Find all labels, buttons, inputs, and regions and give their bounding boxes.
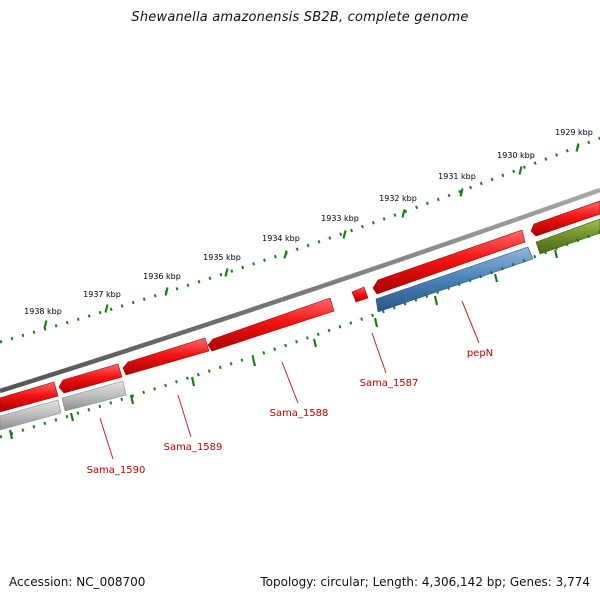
gene-pepN (375, 246, 534, 313)
major-tick-1937 (104, 304, 109, 313)
inner-tick-ring (0, 230, 600, 440)
leader-line-sama-1590 (99, 417, 114, 460)
major-tick-1934 (283, 250, 288, 259)
major-tick-1933 (342, 230, 347, 239)
inner-major-tick-9 (493, 273, 499, 283)
gene-sama-1590 (58, 363, 123, 394)
forward-strand-genes (0, 200, 600, 413)
major-tick-1938 (43, 320, 48, 329)
inner-major-tick-1 (8, 429, 14, 440)
reverse-strand-genes (0, 218, 600, 431)
leader-lines (99, 300, 480, 460)
gene-right-edge-forward (530, 200, 600, 237)
inner-major-tick-3 (129, 394, 135, 405)
major-tick-1932 (401, 209, 406, 218)
tick-label-1932: 1932 kbp (379, 194, 417, 203)
accession-text: Accession: NC_008700 (9, 575, 146, 589)
gene-labels: pepN Sama_1587 Sama_1588 Sama_1589 Sama_… (87, 348, 494, 476)
gene-label-sama-1587: Sama_1587 (360, 378, 419, 389)
major-tick-1936 (164, 287, 169, 296)
tick-label-1931: 1931 kbp (438, 172, 476, 181)
inner-major-ticks (8, 249, 559, 440)
outer-minor-ticks (0, 136, 600, 344)
inner-major-tick-7 (373, 317, 379, 328)
tick-labels: 1929 kbp 1930 kbp 1931 kbp 1932 kbp 1933… (24, 128, 593, 316)
genome-backbone (0, 187, 600, 394)
tick-label-1938: 1938 kbp (24, 307, 62, 316)
gene-sama-1588 (207, 297, 335, 352)
leader-line-sama-1588 (281, 361, 299, 404)
tick-label-1930: 1930 kbp (497, 151, 535, 160)
leader-line-sama-1589 (177, 394, 192, 438)
tick-label-1933: 1933 kbp (321, 214, 359, 223)
major-tick-1931 (459, 188, 464, 197)
gene-sama-1587 (351, 286, 369, 303)
outer-major-ticks (43, 143, 580, 329)
tick-label-1929: 1929 kbp (555, 128, 593, 137)
inner-major-tick-10 (553, 249, 559, 259)
inner-major-tick-5 (251, 357, 257, 367)
inner-major-tick-8 (433, 295, 439, 306)
gene-left-edge-forward (0, 381, 59, 413)
genome-info-text: Topology: circular; Length: 4,306,142 bp… (260, 575, 590, 589)
inner-major-tick-6 (312, 338, 318, 348)
inner-major-tick-4 (190, 376, 196, 387)
gene-grey-left (0, 399, 62, 431)
gene-label-sama-1590: Sama_1590 (87, 465, 146, 476)
gene-grey-right (61, 380, 127, 412)
gene-label-sama-1589: Sama_1589 (164, 442, 223, 453)
inner-minor-ticks (0, 230, 600, 439)
tick-label-1934: 1934 kbp (262, 234, 300, 243)
major-tick-1935 (224, 268, 229, 277)
map-title: Shewanella amazonensis SB2B, complete ge… (131, 10, 469, 25)
tick-label-1935: 1935 kbp (203, 253, 241, 262)
leader-line-pepN (461, 300, 480, 344)
leader-line-sama-1587 (371, 332, 387, 374)
tick-label-1936: 1936 kbp (143, 272, 181, 281)
gene-sama-1589 (122, 337, 210, 376)
outer-tick-ring (0, 136, 600, 344)
gene-right-edge-olive (535, 218, 600, 255)
gene-label-pepN: pepN (467, 348, 493, 359)
gene-forward-large (372, 229, 526, 295)
major-tick-1930 (518, 166, 523, 175)
major-tick-1929 (575, 143, 580, 152)
gene-label-sama-1588: Sama_1588 (270, 408, 329, 419)
inner-major-tick-2 (69, 412, 75, 422)
tick-label-1937: 1937 kbp (83, 290, 121, 299)
